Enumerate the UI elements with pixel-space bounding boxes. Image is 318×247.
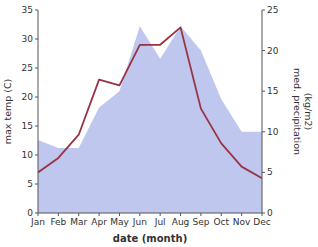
y2-tick [262,213,265,214]
x-tick [180,213,181,216]
y2-tick-label: 5 [267,167,273,177]
x-axis-label: date (month) [113,233,187,244]
plot-area [38,26,262,213]
x-tick [99,213,100,216]
y-tick [35,155,38,156]
precip-area [38,26,262,213]
x-tick-label: Jul [154,217,166,227]
x-tick [241,213,242,216]
x-tick [139,213,140,216]
y-tick-label: 5 [27,179,33,189]
y-tick-label: 10 [22,150,34,160]
y2-tick [262,172,265,173]
y2-axis-label-line: med. precipitation [292,68,303,155]
y-tick [35,39,38,40]
x-tick-label: Oct [213,217,229,227]
y-tick [35,97,38,98]
chart: JanFebMarAprMayJunJulAugSepOctNovDec0510… [0,0,318,247]
y-axis-line [38,10,39,213]
x-tick-label: May [110,217,129,227]
x-tick-label: Dec [253,217,270,227]
x-tick-label: Mar [70,217,87,227]
y2-axis-label: med. precipitation(kg/m2) [292,68,314,155]
y2-tick [262,91,265,92]
y-tick [35,68,38,69]
x-tick-label: Feb [50,217,66,227]
y-tick-label: 20 [22,92,34,102]
y2-tick-label: 15 [267,86,278,96]
y-tick [35,126,38,127]
y2-tick-label: 20 [267,46,279,56]
x-tick-label: Apr [91,217,107,227]
x-tick-label: Nov [233,217,251,227]
y2-tick-label: 25 [267,5,278,15]
y-tick [35,10,38,11]
y-tick-label: 0 [27,208,33,218]
x-tick [221,213,222,216]
y-tick-label: 15 [22,121,33,131]
y-tick-label: 25 [22,63,33,73]
y2-axis-line [262,10,263,213]
x-tick [119,213,120,216]
x-tick-label: Sep [192,217,209,227]
y2-tick-label: 10 [267,127,279,137]
x-tick [200,213,201,216]
x-tick-label: Aug [172,217,190,227]
y2-tick [262,10,265,11]
y2-tick-label: 0 [267,208,273,218]
x-tick [78,213,79,216]
y2-axis-label-line: (kg/m2) [303,93,314,130]
x-tick [160,213,161,216]
y-tick [35,213,38,214]
y-tick [35,184,38,185]
y-axis-label: max temp (C) [2,79,13,145]
x-tick-label: Jun [132,217,147,227]
y2-tick [262,131,265,132]
x-tick-label: Jan [30,217,45,227]
x-tick [58,213,59,216]
y2-tick [262,50,265,51]
x-axis-line [38,213,262,214]
y-tick-label: 30 [22,34,34,44]
y-tick-label: 35 [22,5,33,15]
temp-line [38,27,262,178]
